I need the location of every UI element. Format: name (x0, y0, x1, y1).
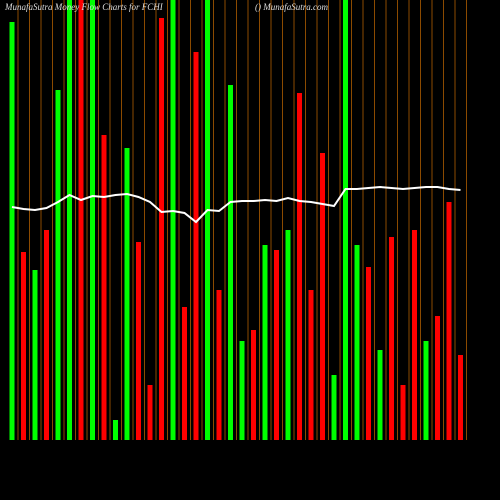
bar (78, 0, 84, 440)
bar (136, 242, 141, 440)
bar (216, 290, 222, 440)
bar (262, 245, 268, 440)
bar (423, 341, 429, 440)
bar (124, 148, 130, 440)
bar (446, 202, 452, 440)
bar (400, 385, 406, 440)
bar (435, 316, 440, 440)
bar (32, 270, 38, 440)
bar (55, 90, 61, 440)
bar (101, 135, 107, 440)
bar (170, 0, 176, 440)
bar (412, 230, 417, 440)
bar (44, 230, 49, 440)
bar (331, 375, 337, 440)
bar (320, 153, 325, 440)
bar (366, 267, 371, 440)
bar (113, 420, 118, 440)
bar (182, 307, 187, 440)
bar (147, 385, 153, 440)
bar (377, 350, 383, 440)
bar (21, 252, 26, 440)
bar (239, 341, 245, 440)
bar (285, 230, 291, 440)
chart-title: MunafaSutra Money Flow Charts for FCHI (4, 2, 164, 12)
bar (9, 22, 15, 440)
bar (205, 0, 210, 440)
bar (274, 250, 279, 440)
bar (67, 0, 72, 440)
bar (343, 0, 348, 440)
bar (90, 0, 95, 440)
bar (228, 85, 233, 440)
bar (389, 237, 394, 440)
bar (297, 93, 302, 440)
line (11, 185, 461, 224)
bar (159, 18, 164, 440)
bar (354, 245, 360, 440)
bar (458, 355, 463, 440)
bar (251, 330, 256, 440)
watermark: () MunafaSutra.com (255, 2, 328, 12)
bar (308, 290, 314, 440)
bar (193, 52, 199, 440)
